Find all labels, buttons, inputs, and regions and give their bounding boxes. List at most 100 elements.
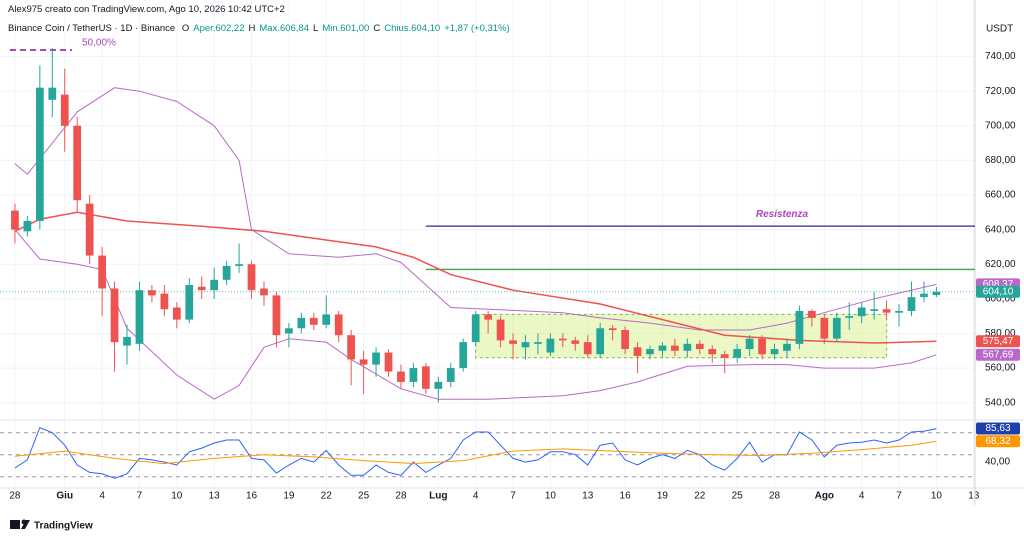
x-tick-label: 16 — [620, 491, 632, 502]
candle-body — [895, 310, 903, 313]
candle-body — [172, 307, 181, 320]
candle-body — [409, 368, 418, 382]
x-tick-label: 4 — [859, 491, 865, 502]
candle-body — [808, 310, 816, 318]
candle-body — [446, 368, 455, 382]
candle-body — [633, 347, 642, 356]
candle-body — [733, 349, 742, 358]
y-tick-label: 740,00 — [985, 51, 1016, 62]
x-tick-label: 10 — [171, 491, 183, 502]
x-tick-label: 25 — [732, 491, 744, 502]
candle-body — [646, 349, 654, 355]
ohlc-key: H — [248, 23, 256, 34]
candle-body — [222, 265, 231, 280]
author-line: Alex975 creato con TradingView.com, Ago … — [8, 4, 285, 15]
candle-body — [471, 314, 480, 343]
price-badge-label: 575,47 — [983, 336, 1014, 347]
candle-body — [583, 342, 592, 355]
ohlc-value: Max.606,84 — [259, 23, 310, 34]
axis-unit: USDT — [986, 24, 1013, 35]
x-tick-label: 4 — [99, 491, 105, 502]
candle-body — [820, 317, 829, 339]
ohlc-key: C — [373, 23, 381, 34]
candle-body — [23, 220, 32, 232]
candle-body — [832, 317, 841, 339]
candle-body — [185, 285, 194, 320]
x-tick-label: 28 — [769, 491, 781, 502]
price-badge — [976, 348, 1020, 361]
y-tick-label: 40,00 — [985, 457, 1010, 468]
ohlc-value: Aper.602,22 — [193, 23, 245, 34]
candle-body — [60, 94, 69, 126]
candle-body — [521, 342, 530, 348]
candle-body — [932, 291, 941, 296]
x-tick-label: 7 — [896, 491, 902, 502]
candle-body — [546, 338, 555, 353]
logo-icon — [21, 520, 30, 529]
candle-body — [608, 328, 617, 330]
candle-body — [73, 125, 82, 201]
candle-body — [85, 203, 94, 256]
candle-body — [745, 338, 754, 350]
candle-body — [384, 352, 393, 372]
x-tick-label: 10 — [545, 491, 557, 502]
candle-body — [434, 381, 443, 389]
y-tick-label: 660,00 — [985, 190, 1016, 201]
symbol-legend: Binance Coin / TetherUS · 1D · Binance O… — [8, 23, 514, 34]
price-badge-label: 567,69 — [983, 349, 1014, 360]
candle-body — [135, 290, 144, 344]
candle-body — [272, 295, 281, 336]
x-tick-label: 16 — [246, 491, 258, 502]
x-tick-label: 25 — [358, 491, 370, 502]
candle-body — [596, 328, 605, 355]
ohlc-value: Chius.604,10 — [384, 23, 441, 34]
candle-body — [795, 310, 804, 344]
candle-body — [870, 309, 878, 311]
price-badge — [976, 285, 1020, 298]
x-tick-label: 4 — [473, 491, 479, 502]
candle-body — [509, 340, 517, 344]
indicator-line — [14, 440, 937, 465]
candle-body — [48, 87, 57, 100]
candle-body — [123, 336, 131, 346]
x-tick-label: 28 — [395, 491, 407, 502]
range-box — [475, 313, 888, 359]
candle-body — [235, 264, 243, 266]
price-badge-label: 604,10 — [983, 286, 1014, 297]
y-tick-label: 700,00 — [985, 120, 1016, 131]
x-tick-label: Ago — [815, 491, 834, 502]
x-tick-label: 19 — [283, 491, 295, 502]
y-tick-label: 560,00 — [985, 363, 1016, 374]
candle-body — [845, 316, 854, 318]
candle-body — [571, 340, 580, 344]
candle-body — [720, 354, 729, 358]
candle-body — [322, 314, 331, 325]
candle-body — [334, 314, 343, 336]
candle-body — [920, 293, 928, 298]
candle-body — [496, 319, 505, 341]
symbol: Binance Coin / TetherUS · 1D · Binance — [8, 23, 176, 34]
y-tick-label: 620,00 — [985, 259, 1016, 270]
x-tick-label: 13 — [209, 491, 221, 502]
x-tick-label: Giu — [56, 491, 73, 502]
candle-body — [758, 338, 766, 355]
x-tick-label: 13 — [582, 491, 594, 502]
logo-icon — [10, 520, 20, 529]
x-tick-label: 7 — [510, 491, 516, 502]
candle-body — [783, 343, 791, 351]
y-tick-label: 540,00 — [985, 397, 1016, 408]
candle-body — [658, 345, 667, 351]
ohlc-key: L — [313, 23, 319, 34]
price-badge-label: 608,37 — [983, 279, 1014, 290]
candle-body — [260, 288, 268, 296]
y-tick-label: 680,00 — [985, 155, 1016, 166]
candle-body — [148, 290, 156, 296]
y-tick-label: 580,00 — [985, 328, 1016, 339]
candle-body — [11, 210, 19, 230]
x-tick-label: 22 — [321, 491, 333, 502]
candle-body — [907, 297, 916, 311]
candle-body — [197, 286, 206, 291]
candle-body — [160, 293, 169, 310]
candle-body — [98, 255, 106, 289]
